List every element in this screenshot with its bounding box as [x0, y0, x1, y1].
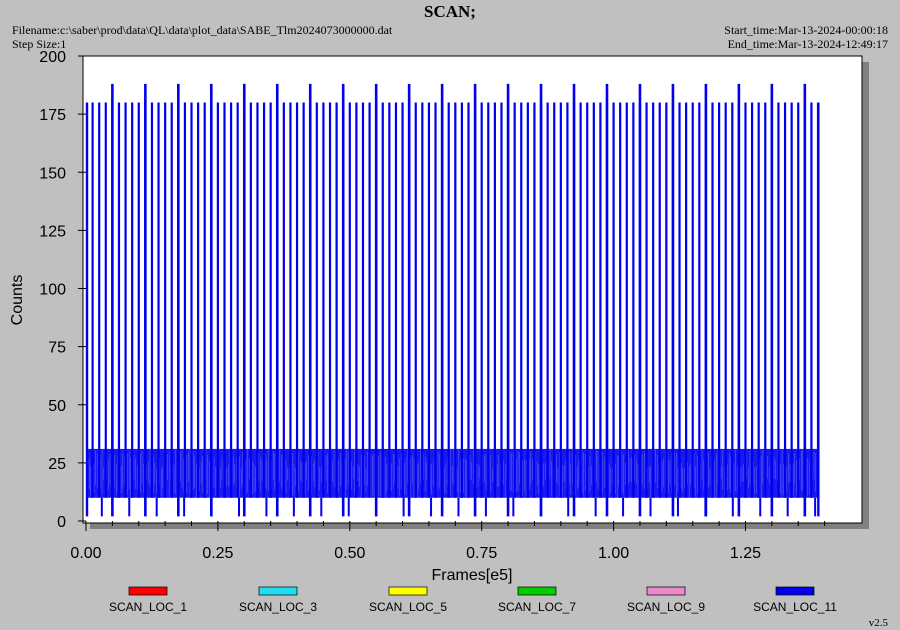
x-tick-label: 0.50 [334, 545, 365, 562]
legend-swatch [388, 586, 428, 596]
y-tick-label: 125 [39, 223, 66, 240]
x-tick-label: 0.75 [466, 545, 497, 562]
legend-label: SCAN_LOC_9 [627, 600, 705, 614]
y-axis-label: Counts [9, 275, 26, 326]
legend-label: SCAN_LOC_5 [369, 600, 447, 614]
legend-label: SCAN_LOC_1 [109, 600, 187, 614]
x-tick-label: 1.25 [730, 545, 761, 562]
y-tick-label: 100 [39, 282, 66, 299]
legend-label: SCAN_LOC_7 [498, 600, 576, 614]
y-tick-label: 75 [48, 340, 66, 357]
x-tick-label: 1.00 [598, 545, 629, 562]
y-tick-label: 0 [57, 514, 66, 531]
series-lines [85, 83, 820, 517]
y-tick-label: 50 [48, 398, 66, 415]
legend: SCAN_LOC_1 SCAN_LOC_3 SCAN_LOC_5 SCAN_LOC_7… [109, 586, 837, 614]
y-tick-label: 150 [39, 165, 66, 182]
legend-swatch [646, 586, 686, 596]
axes: 0 25 50 75 100 125 150 175 200 0.00 0.25 0.50 0.75 1.… [39, 49, 826, 562]
legend-label: SCAN_LOC_3 [239, 600, 317, 614]
y-tick-label: 200 [39, 49, 66, 66]
y-tick-label: 25 [48, 456, 66, 473]
version-label: v2.5 [869, 617, 889, 629]
y-tick-label: 175 [39, 107, 66, 124]
legend-label: SCAN_LOC_11 [753, 600, 837, 614]
legend-swatch [517, 586, 557, 596]
filename-label: Filename:c:\saber\prod\data\QL\data\plot… [12, 23, 393, 37]
step-size-label: Step Size:1 [12, 37, 66, 51]
legend-swatch [775, 586, 815, 596]
chart-title: SCAN; [424, 2, 476, 21]
legend-swatch [258, 586, 298, 596]
x-tick-label: 0.25 [202, 545, 233, 562]
x-axis-label: Frames[e5] [432, 567, 513, 584]
end-time-label: End_time:Mar-13-2024-12:49:17 [728, 37, 888, 51]
x-tick-label: 0.00 [70, 545, 101, 562]
series-baseline-band [86, 448, 820, 498]
legend-swatch [128, 586, 168, 596]
start-time-label: Start_time:Mar-13-2024-00:00:18 [724, 23, 888, 37]
